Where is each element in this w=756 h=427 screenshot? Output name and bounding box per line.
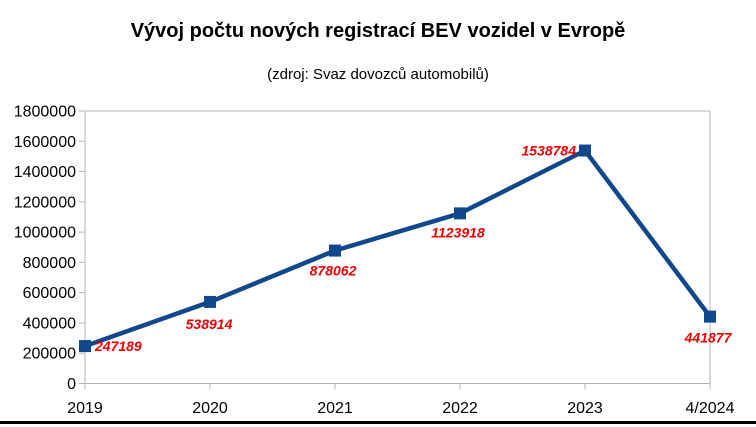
y-tick-label: 400000 xyxy=(23,315,76,332)
y-tick-label: 1400000 xyxy=(14,164,76,181)
chart-title: Vývoj počtu nových registrací BEV vozide… xyxy=(130,20,626,42)
x-tick-label: 2020 xyxy=(192,400,228,417)
chart-subtitle: (zdroj: Svaz dovozců automobilů) xyxy=(267,66,489,83)
x-tick-label: 2022 xyxy=(442,400,478,417)
data-label: 1123918 xyxy=(431,224,485,240)
y-tick-label: 1600000 xyxy=(14,134,76,151)
data-point-marker xyxy=(329,244,341,257)
data-point-marker xyxy=(579,144,591,157)
y-tick-label: 800000 xyxy=(23,255,76,272)
data-point-marker xyxy=(204,295,216,308)
y-tick-label: 0 xyxy=(67,376,76,393)
data-label: 878062 xyxy=(310,263,357,279)
y-tick-label: 600000 xyxy=(23,285,76,302)
data-label: 247189 xyxy=(94,338,142,354)
data-point-marker xyxy=(454,207,466,220)
y-tick-label: 1000000 xyxy=(14,225,76,242)
data-point-marker xyxy=(79,340,91,353)
x-tick-label: 2021 xyxy=(317,400,353,417)
data-label: 441877 xyxy=(684,330,733,346)
x-tick-label: 4/2024 xyxy=(686,400,735,417)
data-label: 1538784 xyxy=(521,143,576,159)
y-tick-label: 200000 xyxy=(23,346,76,363)
series-line xyxy=(84,147,712,349)
bottom-border-line xyxy=(0,421,756,424)
y-tick-label: 1800000 xyxy=(14,104,76,121)
x-tick-label: 2023 xyxy=(567,400,603,417)
data-point-marker xyxy=(704,310,716,323)
y-tick-label: 1200000 xyxy=(14,194,76,211)
data-label: 538914 xyxy=(186,316,233,332)
x-tick-label: 2019 xyxy=(67,400,103,417)
